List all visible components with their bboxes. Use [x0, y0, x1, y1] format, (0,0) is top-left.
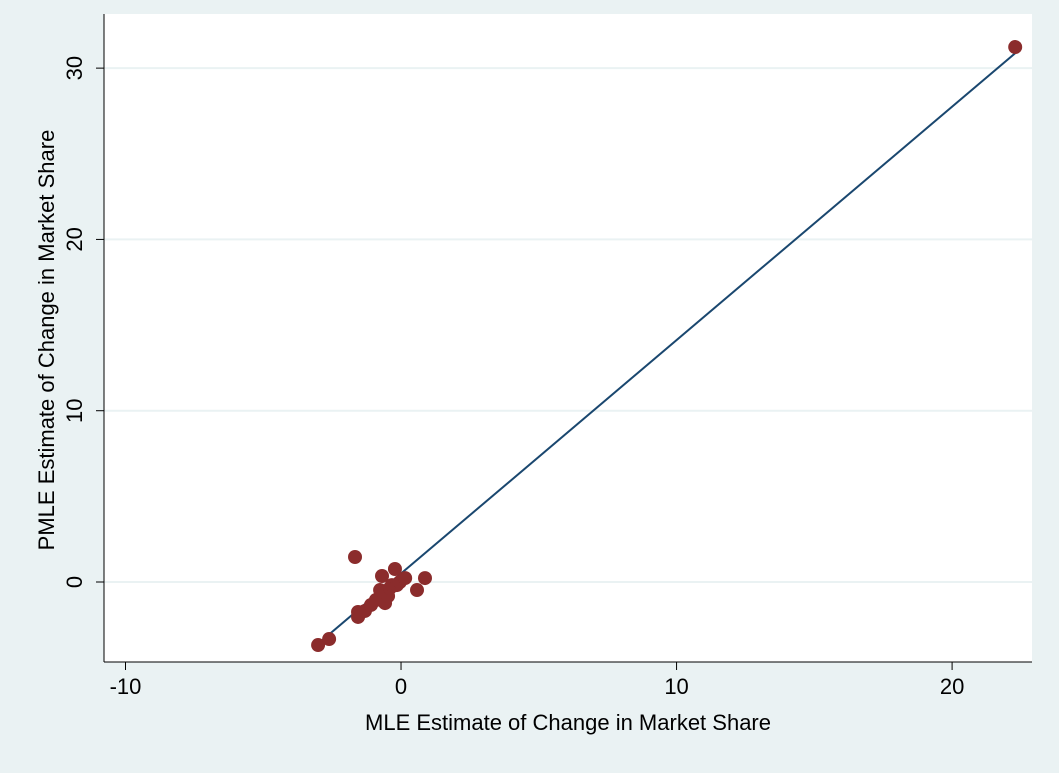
- y-tick-label: 30: [62, 56, 87, 80]
- y-tick-label: 0: [62, 576, 87, 588]
- point: [398, 571, 413, 586]
- point: [348, 549, 363, 564]
- point: [1008, 40, 1023, 55]
- point: [375, 569, 390, 584]
- y-axis-label: PMLE Estimate of Change in Market Share: [34, 130, 59, 551]
- point: [387, 561, 402, 576]
- x-tick-label: 10: [664, 674, 688, 699]
- x-tick-label: -10: [110, 674, 142, 699]
- x-axis-label: MLE Estimate of Change in Market Share: [365, 710, 771, 735]
- point: [311, 638, 326, 653]
- x-tick-label: 20: [940, 674, 964, 699]
- fit-line: [312, 49, 1020, 649]
- y-tick-label: 20: [62, 227, 87, 251]
- plot-area: [104, 14, 1032, 662]
- x-tick-label: 0: [395, 674, 407, 699]
- y-tick-label: 10: [62, 398, 87, 422]
- point: [322, 632, 337, 647]
- point: [410, 583, 425, 598]
- point: [417, 571, 432, 586]
